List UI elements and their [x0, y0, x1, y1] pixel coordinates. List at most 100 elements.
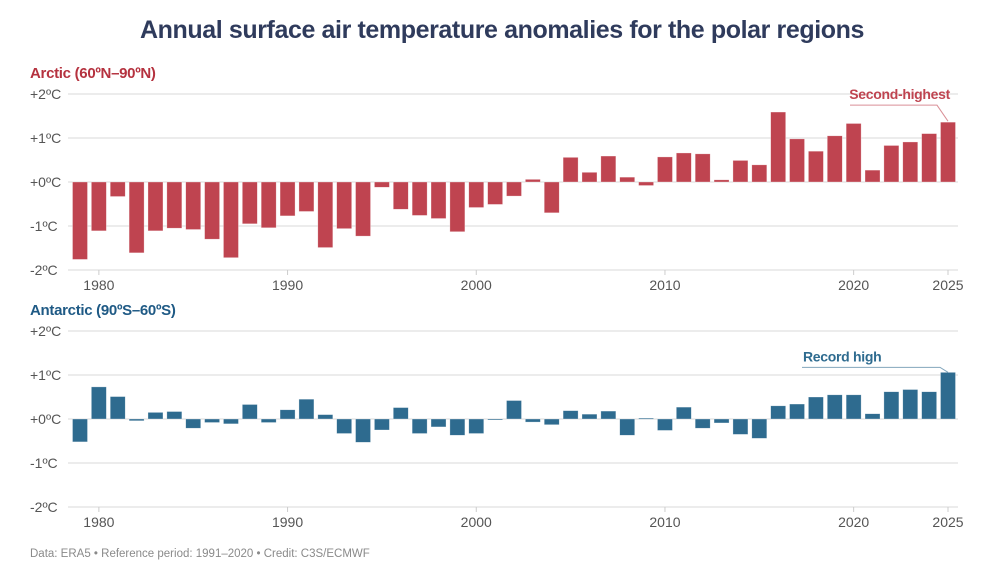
bar-1993 [336, 181, 352, 229]
bar-1981 [109, 396, 126, 420]
bar-2007 [600, 155, 617, 183]
bar-2018 [808, 150, 824, 183]
bar-2007 [600, 410, 617, 420]
bar-1994 [355, 418, 371, 443]
bar-2008 [619, 418, 636, 436]
annotation-leader-line [850, 104, 949, 122]
bar-2025 [940, 121, 956, 183]
bar-2004 [543, 181, 560, 214]
bar-2008 [619, 176, 636, 183]
bar-2009 [638, 417, 654, 420]
bar-2020 [845, 123, 862, 183]
annotation-label: Record high [803, 348, 881, 364]
bar-1991 [298, 181, 315, 212]
y-tick-label: +2ºC [30, 323, 61, 339]
x-tick-label: 1990 [272, 514, 303, 530]
bar-2022 [883, 145, 900, 183]
bar-2015 [751, 418, 768, 439]
bar-1983 [147, 181, 164, 232]
bar-2021 [864, 169, 881, 183]
bar-2011 [676, 406, 692, 420]
bar-1996 [392, 407, 409, 420]
chart-title: Annual surface air temperature anomalies… [140, 16, 864, 44]
bar-1982 [128, 181, 145, 254]
footer-credit: Data: ERA5 • Reference period: 1991–2020… [30, 548, 370, 560]
bar-1984 [166, 411, 183, 420]
y-tick-label: -1ºC [30, 218, 58, 234]
bar-1981 [109, 181, 126, 197]
bar-2015 [751, 164, 768, 183]
bar-1989 [260, 181, 277, 229]
bar-2013 [713, 179, 730, 183]
bar-1988 [242, 181, 258, 225]
bar-2005 [562, 157, 579, 183]
annotation-label: Second-highest [849, 86, 950, 102]
bar-1991 [298, 398, 315, 420]
bar-1992 [317, 414, 334, 420]
bar-2016 [770, 111, 786, 183]
bar-2006 [581, 413, 598, 420]
bar-1996 [392, 181, 409, 210]
annotation-leader-line [802, 366, 949, 373]
bar-2005 [562, 410, 579, 420]
bar-2025 [940, 372, 956, 420]
bar-1987 [223, 418, 239, 425]
antarctic-panel: Antarctic (90ºS–60ºS) +2ºC +1ºC +0ºC -1ºC -2º… [30, 302, 964, 530]
bar-2001 [487, 181, 503, 205]
bar-1999 [449, 181, 466, 233]
bar-2002 [506, 181, 522, 197]
y-tick-label: -2ºC [30, 262, 58, 278]
bar-1988 [242, 404, 258, 420]
bar-2003 [525, 179, 541, 183]
bar-2020 [845, 394, 862, 420]
bar-1997 [411, 418, 428, 434]
bar-2019 [826, 394, 843, 420]
bar-1989 [260, 418, 277, 423]
bar-1990 [279, 409, 296, 420]
bar-1998 [430, 418, 447, 428]
bar-1992 [317, 181, 334, 248]
bar-1980 [91, 181, 107, 232]
bar-2013 [713, 418, 730, 424]
x-tick-label: 1980 [83, 277, 114, 293]
bar-2022 [883, 391, 900, 420]
x-tick-label: 2000 [461, 514, 492, 530]
bar-2002 [506, 400, 522, 420]
y-tick-label: +2ºC [30, 86, 61, 102]
bar-2014 [732, 160, 749, 183]
bar-1994 [355, 181, 371, 237]
bar-2010 [657, 418, 673, 431]
y-tick-label: -2ºC [30, 499, 58, 515]
bar-1999 [449, 418, 466, 436]
bar-2023 [902, 141, 919, 183]
bar-1986 [204, 181, 220, 240]
bar-2012 [694, 153, 711, 183]
bar-2006 [581, 172, 598, 183]
bar-2009 [638, 181, 654, 186]
bar-1983 [147, 412, 164, 420]
bar-1985 [185, 418, 202, 429]
panel-title: Antarctic (90ºS–60ºS) [30, 302, 176, 319]
bar-2019 [826, 135, 843, 183]
x-tick-label: 1980 [83, 514, 114, 530]
bar-2017 [789, 138, 805, 183]
y-tick-label: +1ºC [30, 367, 61, 383]
x-tick-label: 2025 [932, 277, 963, 293]
panel-title: Arctic (60ºN–90ºN) [30, 65, 156, 82]
bar-2011 [676, 152, 692, 183]
bar-2021 [864, 413, 881, 420]
x-tick-label: 2010 [649, 514, 680, 530]
bar-2024 [921, 391, 937, 420]
x-tick-label: 2020 [838, 277, 869, 293]
bar-1982 [128, 418, 145, 422]
bar-1984 [166, 181, 183, 229]
bar-2023 [902, 389, 919, 420]
x-tick-label: 2020 [838, 514, 869, 530]
bar-2000 [468, 418, 485, 434]
bar-1995 [374, 418, 390, 431]
x-tick-label: 2010 [649, 277, 680, 293]
bar-1979 [72, 418, 88, 443]
bar-2014 [732, 418, 749, 435]
bar-1979 [72, 181, 88, 260]
